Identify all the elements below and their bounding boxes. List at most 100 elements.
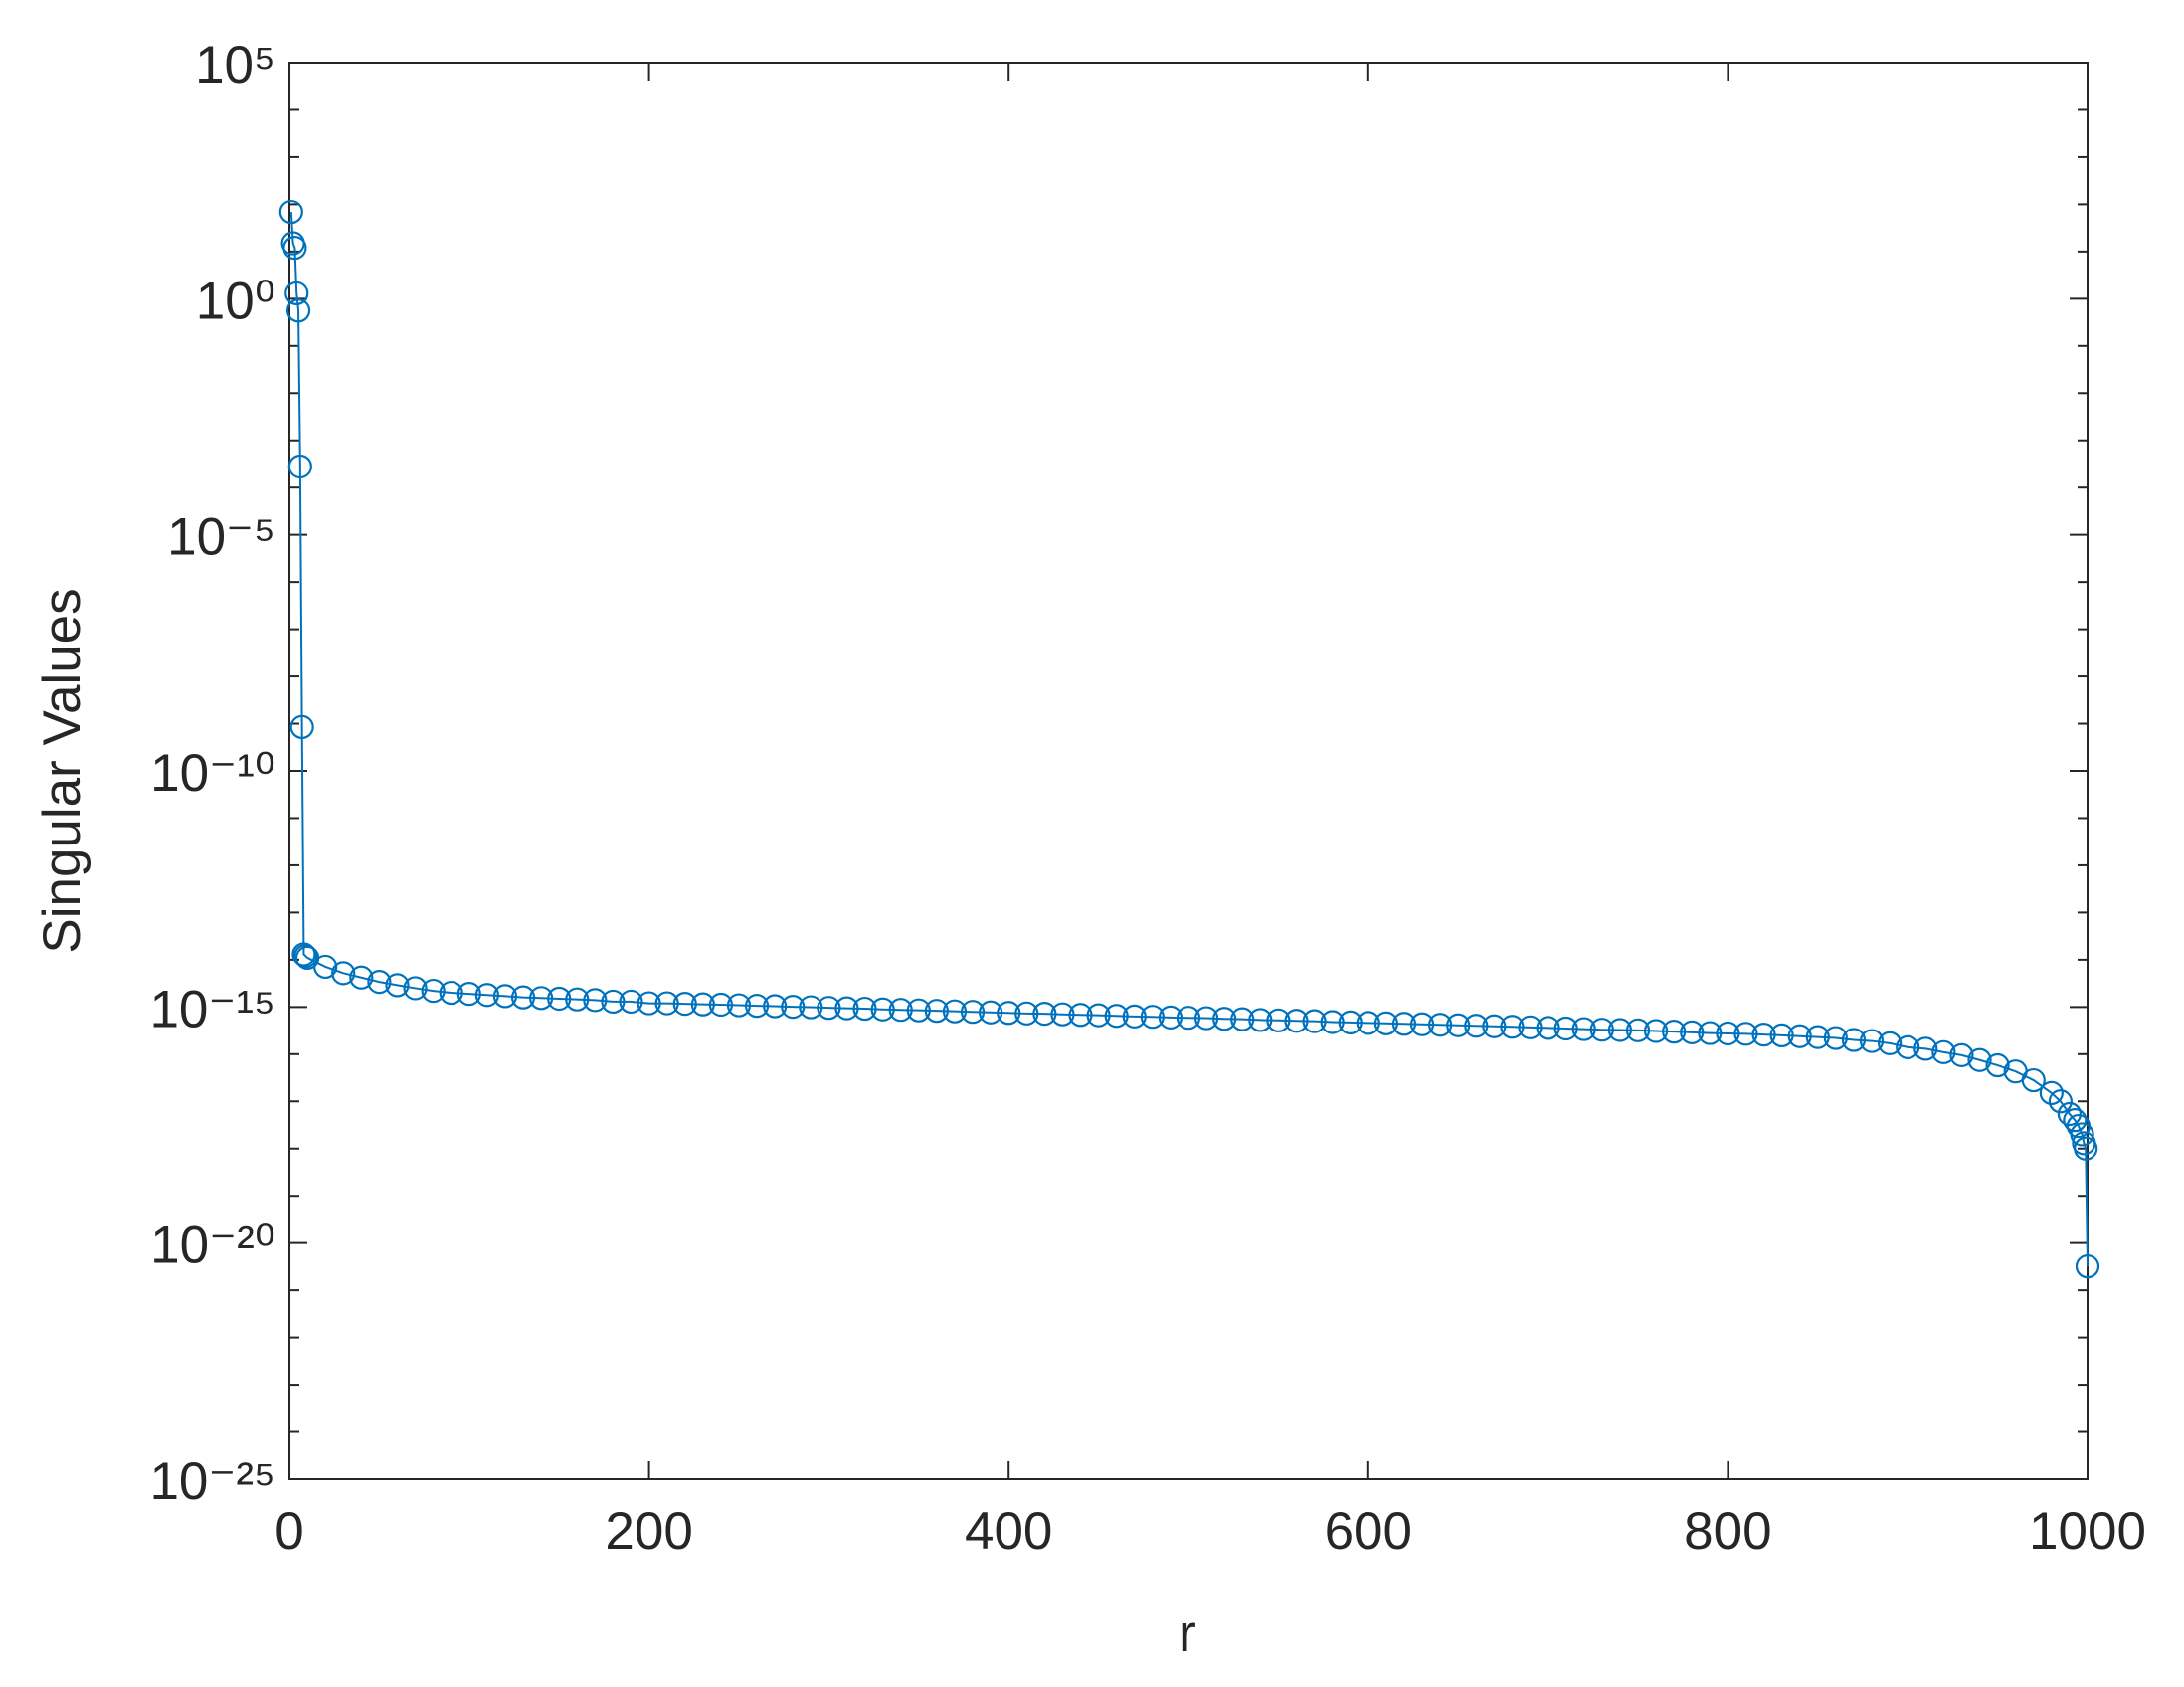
data-point [852, 996, 877, 1022]
x-axis-label: r [1179, 1604, 1196, 1663]
data-point [1751, 1023, 1776, 1047]
x-tick-label: 1000 [2029, 1502, 2146, 1561]
data-point [287, 454, 312, 479]
data-point [1896, 1034, 1920, 1059]
data-point [906, 998, 931, 1023]
data-point [1050, 1002, 1075, 1027]
data-point [1949, 1042, 1974, 1067]
data-point [1230, 1007, 1255, 1031]
data-point [1193, 1006, 1219, 1031]
data-point [1409, 1012, 1435, 1036]
data-point [289, 714, 314, 739]
data-point [1733, 1022, 1758, 1046]
data-point [510, 985, 536, 1010]
data-point [1931, 1039, 1956, 1064]
data-point [1589, 1018, 1614, 1042]
data-point [331, 961, 356, 986]
data-point [2074, 1136, 2098, 1161]
data-point [2070, 1122, 2094, 1147]
y-tick-label: 10⁻¹⁰ [150, 744, 275, 803]
data-point [888, 998, 913, 1023]
data-point [672, 991, 697, 1017]
data-point [1841, 1028, 1867, 1052]
data-point [1680, 1020, 1705, 1044]
data-point [1266, 1008, 1291, 1032]
data-point [529, 986, 554, 1011]
data-point [1446, 1013, 1471, 1037]
data-point [1086, 1003, 1111, 1028]
data-point [278, 199, 303, 225]
data-point [2039, 1080, 2064, 1106]
data-point [763, 994, 788, 1019]
data-point [1643, 1019, 1669, 1043]
data-point [1104, 1004, 1129, 1029]
data-point [1625, 1018, 1651, 1042]
data-point [726, 993, 752, 1018]
data-point [744, 994, 770, 1019]
data-point [547, 986, 572, 1012]
data-point [2057, 1101, 2083, 1127]
data-point [924, 999, 949, 1024]
data-point [1787, 1024, 1812, 1048]
data-point [285, 298, 311, 323]
data-point [1698, 1021, 1723, 1045]
data-point [817, 996, 841, 1021]
data-point [1859, 1029, 1885, 1053]
y-tick-label: 10⁰ [196, 272, 275, 330]
data-point [1356, 1011, 1380, 1035]
y-axis-label: Singular Values [33, 588, 91, 953]
data-point [654, 991, 679, 1016]
series-line [289, 211, 2089, 1267]
data-point [1913, 1036, 1938, 1061]
data-point [284, 281, 309, 306]
data-point [870, 997, 895, 1022]
data-point [293, 944, 318, 969]
data-point [1500, 1015, 1525, 1039]
x-tick-label: 600 [1325, 1502, 1412, 1561]
data-point [799, 995, 823, 1020]
data-point [601, 989, 626, 1015]
data-point [942, 999, 968, 1024]
data-point [1805, 1025, 1830, 1049]
data-point [421, 978, 446, 1004]
data-point [1536, 1016, 1560, 1040]
data-point [619, 989, 643, 1015]
data-point [456, 982, 481, 1007]
data-point [492, 984, 518, 1009]
y-tick-label: 10⁻⁵ [167, 508, 275, 567]
data-point [349, 965, 374, 990]
data-point [1482, 1014, 1507, 1038]
data-point [960, 1000, 986, 1025]
data-point [834, 996, 859, 1021]
data-point [1284, 1009, 1309, 1033]
data-point [367, 970, 392, 995]
y-tick-label: 10⁻²⁰ [150, 1217, 275, 1275]
data-point [474, 983, 499, 1008]
data-point [1985, 1052, 2010, 1078]
data-point [637, 991, 661, 1016]
data-point [1553, 1016, 1578, 1041]
y-tick-label: 10⁻²⁵ [149, 1452, 275, 1511]
data-point [781, 995, 806, 1020]
data-point [1140, 1005, 1165, 1030]
axes-box [288, 62, 2089, 1480]
data-point [403, 976, 428, 1001]
data-point [2021, 1067, 2046, 1093]
data-point [1122, 1004, 1147, 1029]
data-point [1158, 1005, 1183, 1030]
data-point [1716, 1021, 1740, 1046]
data-point [1373, 1011, 1398, 1035]
data-point [1014, 1001, 1039, 1026]
data-point [2075, 1254, 2100, 1279]
data-point [1464, 1014, 1489, 1038]
data-point [1571, 1017, 1596, 1041]
data-point [1302, 1009, 1327, 1033]
data-point [1769, 1023, 1794, 1048]
data-point [708, 992, 734, 1018]
data-point [1068, 1003, 1093, 1028]
data-point [385, 973, 410, 998]
data-point [1032, 1002, 1057, 1027]
data-point [1607, 1018, 1633, 1042]
data-point [439, 980, 463, 1006]
